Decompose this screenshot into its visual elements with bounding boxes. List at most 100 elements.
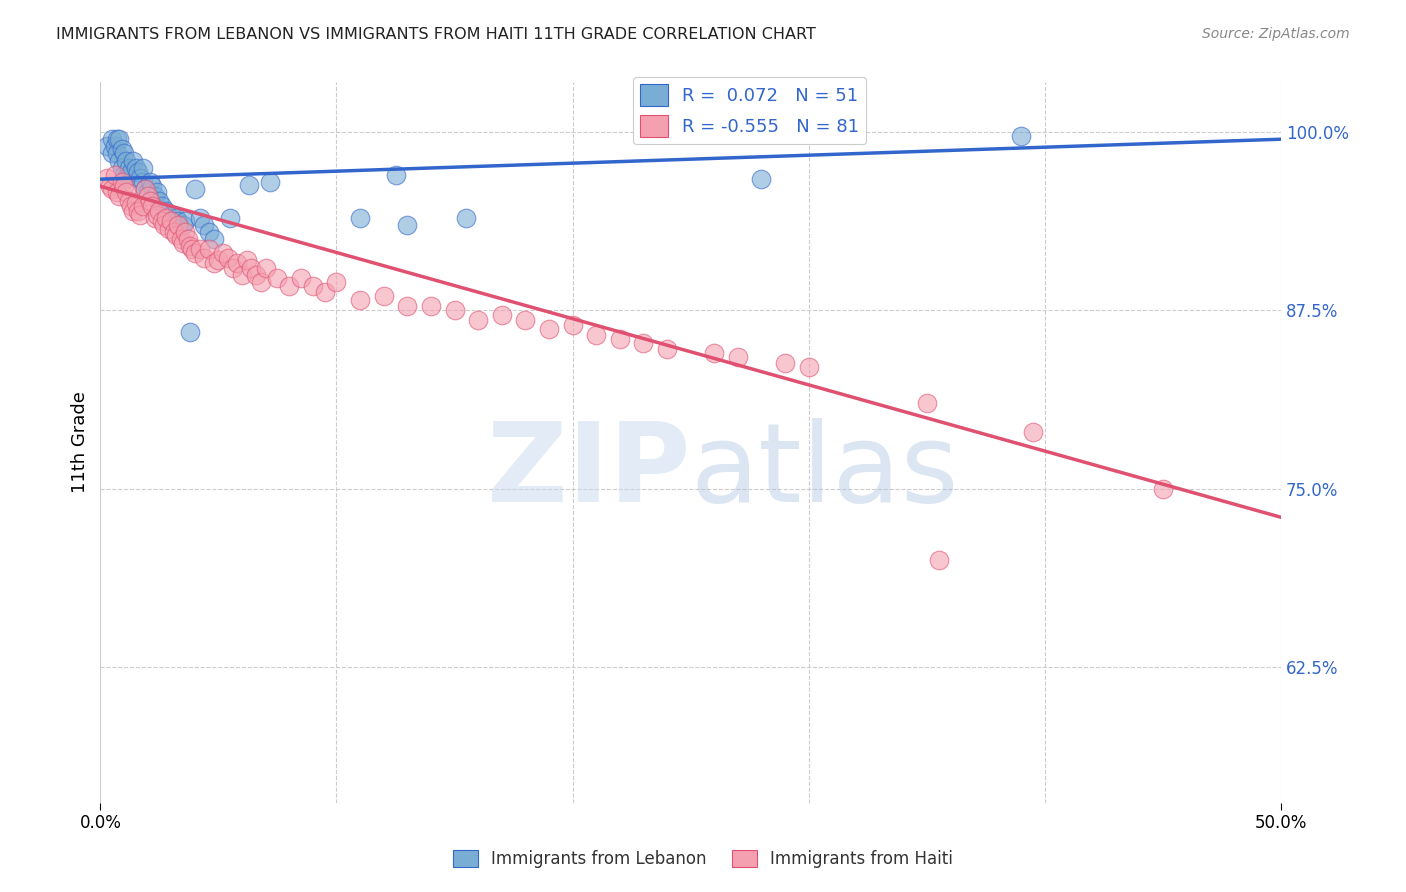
Text: Source: ZipAtlas.com: Source: ZipAtlas.com <box>1202 27 1350 41</box>
Point <box>132 175 155 189</box>
Point <box>202 232 225 246</box>
Point <box>179 325 201 339</box>
Point <box>231 268 253 282</box>
Point <box>136 185 159 199</box>
Point <box>456 211 478 225</box>
Point <box>172 236 194 251</box>
Point <box>491 308 513 322</box>
Point <box>915 396 938 410</box>
Point <box>655 342 678 356</box>
Point <box>160 208 183 222</box>
Point <box>148 194 170 208</box>
Point <box>217 251 239 265</box>
Point <box>609 332 631 346</box>
Point <box>184 182 207 196</box>
Point <box>134 182 156 196</box>
Point <box>193 218 215 232</box>
Point <box>118 161 141 175</box>
Point <box>325 275 347 289</box>
Point <box>188 211 211 225</box>
Point <box>179 239 201 253</box>
Point <box>155 211 177 225</box>
Point <box>162 225 184 239</box>
Point <box>585 327 607 342</box>
Point <box>120 199 142 213</box>
Point <box>396 299 419 313</box>
Point <box>238 178 260 192</box>
Point <box>177 232 200 246</box>
Point <box>141 199 163 213</box>
Point <box>1022 425 1045 439</box>
Y-axis label: 11th Grade: 11th Grade <box>72 392 89 493</box>
Point <box>115 170 138 185</box>
Point <box>143 211 166 225</box>
Point <box>198 242 221 256</box>
Point <box>165 211 187 225</box>
Point <box>108 189 131 203</box>
Point <box>193 251 215 265</box>
Point <box>188 242 211 256</box>
Point <box>141 179 163 194</box>
Point <box>235 253 257 268</box>
Point <box>278 279 301 293</box>
Point <box>537 322 560 336</box>
Legend: R =  0.072   N = 51, R = -0.555   N = 81: R = 0.072 N = 51, R = -0.555 N = 81 <box>633 77 866 145</box>
Point <box>125 161 148 175</box>
Point <box>120 165 142 179</box>
Point <box>118 194 141 208</box>
Point <box>396 218 419 232</box>
Point <box>240 260 263 275</box>
Point <box>125 196 148 211</box>
Point <box>129 170 152 185</box>
Point <box>132 199 155 213</box>
Point <box>105 132 128 146</box>
Point <box>150 199 173 213</box>
Point <box>115 185 138 199</box>
Point <box>212 246 235 260</box>
Point <box>314 285 336 299</box>
Point <box>105 185 128 199</box>
Point <box>207 253 229 268</box>
Point <box>108 132 131 146</box>
Point <box>132 161 155 175</box>
Point <box>254 260 277 275</box>
Point <box>115 153 138 168</box>
Point <box>122 203 145 218</box>
Point <box>96 139 118 153</box>
Point <box>139 194 162 208</box>
Point <box>198 225 221 239</box>
Point <box>384 168 406 182</box>
Point <box>773 356 796 370</box>
Point <box>157 222 180 236</box>
Text: IMMIGRANTS FROM LEBANON VS IMMIGRANTS FROM HAITI 11TH GRADE CORRELATION CHART: IMMIGRANTS FROM LEBANON VS IMMIGRANTS FR… <box>56 27 815 42</box>
Point <box>373 289 395 303</box>
Point <box>108 153 131 168</box>
Point <box>127 203 149 218</box>
Point <box>561 318 583 332</box>
Point <box>160 213 183 227</box>
Point <box>110 161 132 175</box>
Point <box>150 213 173 227</box>
Point <box>122 153 145 168</box>
Point <box>259 175 281 189</box>
Point <box>727 351 749 365</box>
Point <box>172 218 194 232</box>
Point <box>515 313 537 327</box>
Point <box>181 242 204 256</box>
Point <box>167 213 190 227</box>
Point <box>167 218 190 232</box>
Point <box>1152 482 1174 496</box>
Point <box>1010 129 1032 144</box>
Point <box>146 185 169 199</box>
Point <box>633 336 655 351</box>
Point <box>112 146 135 161</box>
Point <box>153 218 176 232</box>
Point <box>266 270 288 285</box>
Point <box>101 146 124 161</box>
Point <box>751 172 773 186</box>
Point <box>134 182 156 196</box>
Point <box>112 179 135 194</box>
Point <box>146 208 169 222</box>
Point <box>98 179 121 194</box>
Point <box>169 232 191 246</box>
